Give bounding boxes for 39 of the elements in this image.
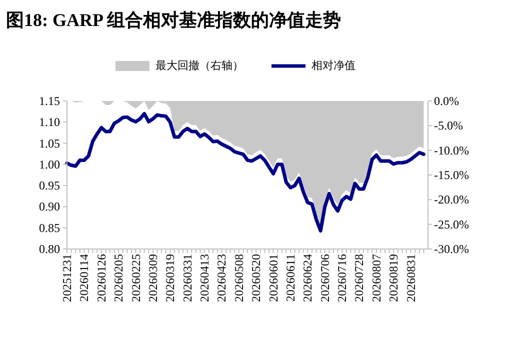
y2-tick-label: -30.0% bbox=[434, 242, 469, 256]
y2-tick-label: -5.0% bbox=[434, 118, 463, 133]
x-tick-label: 20260611 bbox=[283, 254, 298, 302]
x-tick-label: 20260520 bbox=[249, 254, 264, 302]
y2-tick-label: -10.0% bbox=[434, 143, 469, 158]
x-tick-label: 20260225 bbox=[128, 254, 143, 302]
y-tick-label: 0.85 bbox=[39, 220, 60, 235]
y-tick-label: 0.80 bbox=[39, 242, 60, 256]
y-tick-label: 1.10 bbox=[39, 115, 60, 130]
y2-tick-label: 0.0% bbox=[434, 94, 459, 108]
x-tick-label: 20260413 bbox=[198, 254, 212, 302]
y-tick-label: 0.95 bbox=[39, 178, 60, 193]
x-tick-label: 20260331 bbox=[180, 254, 194, 302]
y-tick-label: 0.90 bbox=[39, 200, 60, 214]
x-tick-label: 20260205 bbox=[112, 254, 126, 302]
legend-label: 最大回撤（右轴） bbox=[156, 59, 244, 72]
x-tick-label: 20251231 bbox=[60, 254, 74, 302]
x-tick-label: 20260601 bbox=[266, 254, 280, 302]
y2-tick-label: -25.0% bbox=[434, 217, 469, 232]
x-tick-label: 20260728 bbox=[352, 254, 366, 302]
legend-label: 相对净值 bbox=[312, 59, 356, 72]
x-tick-label: 20260423 bbox=[214, 254, 229, 302]
y2-tick-label: -15.0% bbox=[434, 168, 469, 182]
x-tick-label: 20260309 bbox=[146, 254, 160, 302]
x-tick-label: 20260319 bbox=[163, 254, 178, 302]
x-tick-label: 20260508 bbox=[232, 254, 246, 302]
x-tick-label: 20260716 bbox=[335, 254, 350, 302]
x-tick-label: 20260126 bbox=[94, 254, 108, 302]
x-tick-label: 20260706 bbox=[318, 254, 332, 302]
y-tick-label: 1.00 bbox=[39, 157, 60, 172]
x-tick-label: 20260831 bbox=[404, 254, 418, 302]
x-tick-label: 20260624 bbox=[300, 254, 315, 302]
y2-tick-label: -20.0% bbox=[434, 192, 469, 207]
x-tick-label: 20260819 bbox=[386, 254, 401, 302]
chart-title: 图18: GARP 组合相对基准指数的净值走势 bbox=[6, 10, 341, 30]
x-tick-label: 20260114 bbox=[77, 254, 92, 302]
y-tick-label: 1.15 bbox=[39, 94, 60, 108]
y-tick-label: 1.05 bbox=[39, 136, 60, 150]
x-tick-label: 20260807 bbox=[369, 254, 384, 302]
